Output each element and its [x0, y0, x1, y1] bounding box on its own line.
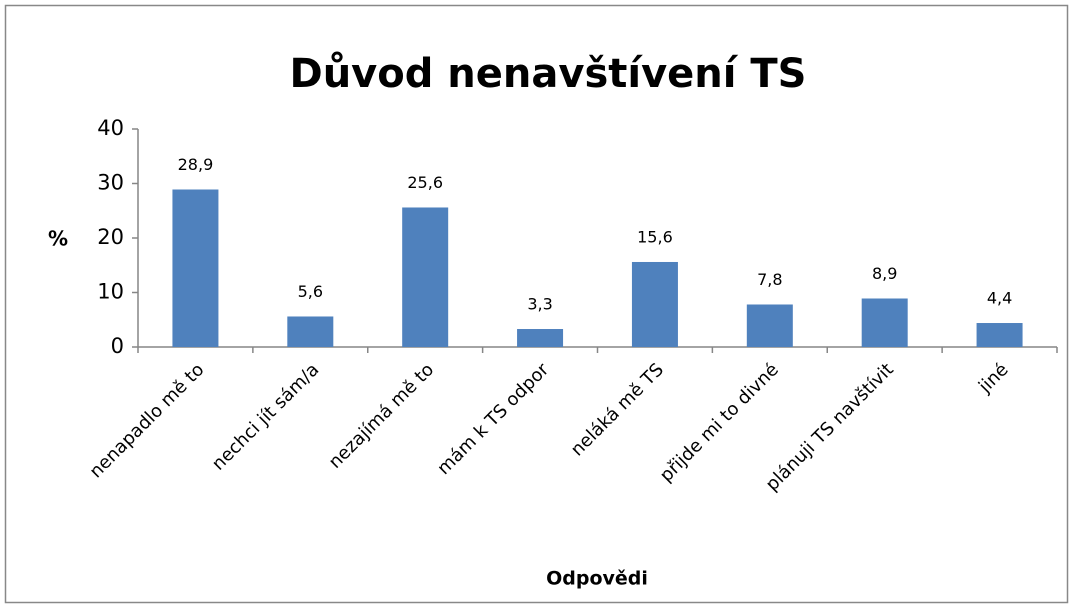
bar: [976, 323, 1023, 347]
y-tick-label: 0: [111, 334, 124, 358]
bar: [631, 261, 678, 347]
data-label: 25,6: [407, 173, 443, 192]
bar: [746, 304, 793, 347]
y-tick-label: 40: [97, 116, 124, 140]
bar: [517, 329, 564, 347]
bar: [861, 298, 908, 347]
data-label: 28,9: [178, 155, 214, 174]
data-label: 3,3: [527, 295, 552, 314]
data-label: 7,8: [757, 270, 782, 289]
y-tick-label: 20: [97, 225, 124, 249]
y-tick-label: 10: [97, 280, 124, 304]
data-label: 4,4: [987, 289, 1012, 308]
bar: [172, 189, 219, 347]
data-label: 8,9: [872, 264, 897, 283]
y-axis-label: %: [48, 227, 68, 251]
x-axis-label: Odpovědi: [546, 568, 648, 590]
data-label: 5,6: [298, 282, 323, 301]
bar: [287, 316, 334, 347]
data-label: 15,6: [637, 227, 673, 246]
y-tick-label: 30: [97, 171, 124, 195]
bar: [402, 207, 449, 347]
chart-title: Důvod nenavštívení TS: [290, 50, 807, 97]
